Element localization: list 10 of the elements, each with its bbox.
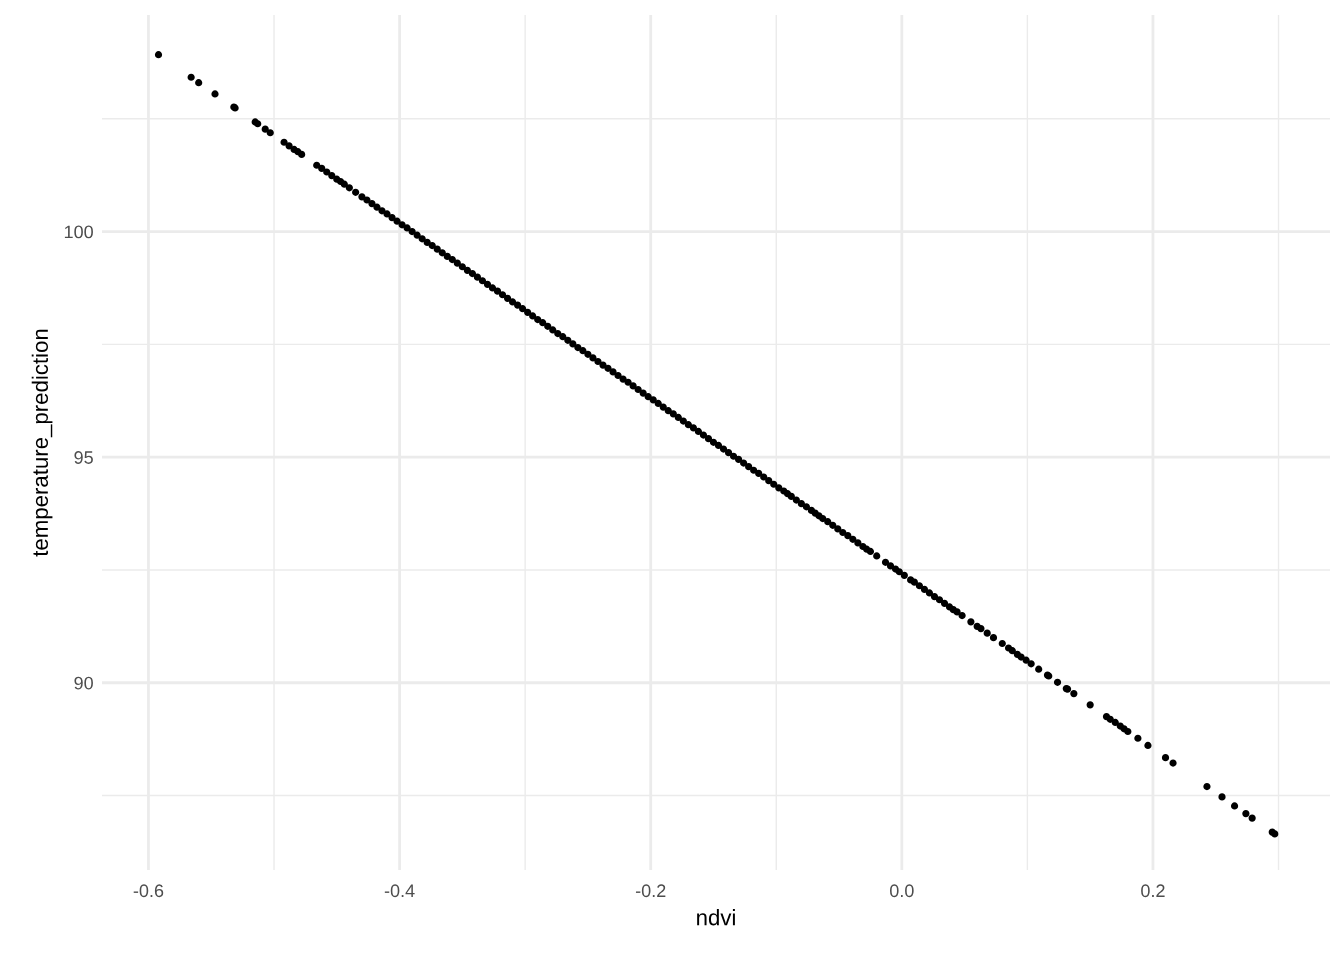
x-tick-label: -0.2 <box>635 884 666 898</box>
x-tick-label: -0.6 <box>133 884 164 898</box>
y-tick-label: 95 <box>74 451 93 464</box>
x-tick-label: 0.0 <box>889 884 914 898</box>
y-axis-title: temperature_prediction <box>31 329 53 557</box>
x-tick-label: -0.4 <box>384 884 415 898</box>
x-tick-label: 0.2 <box>1141 884 1165 898</box>
x-axis-title: ndvi <box>697 909 735 926</box>
y-tick-label: 90 <box>74 676 93 690</box>
y-tick-label: 100 <box>64 225 93 239</box>
